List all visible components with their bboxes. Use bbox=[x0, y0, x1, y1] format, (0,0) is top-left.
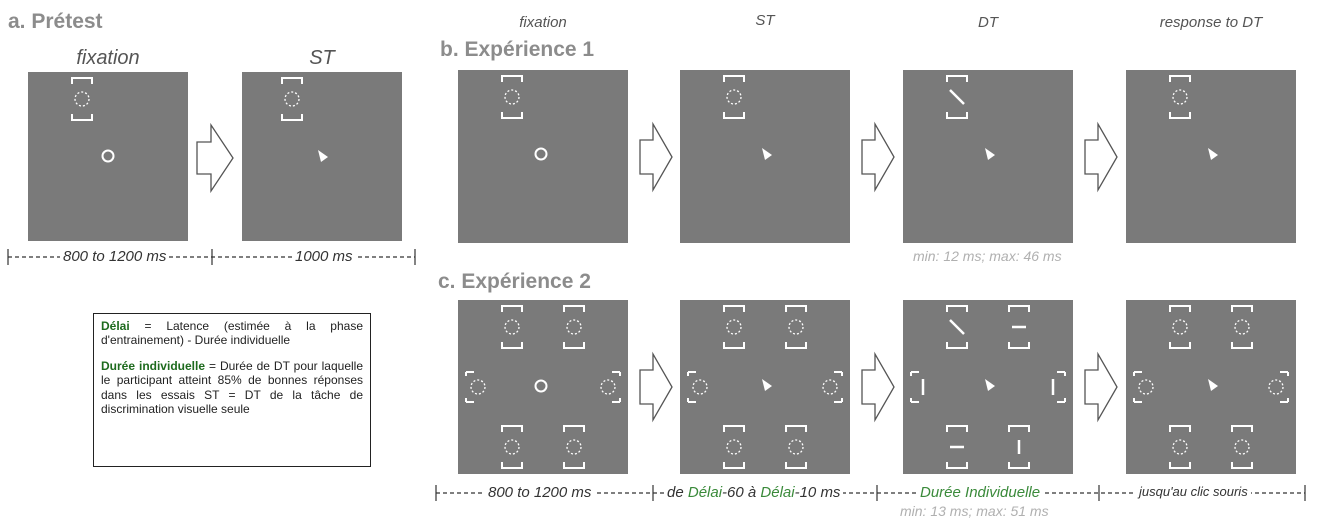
c-duration-fixation: 800 to 1200 ms bbox=[485, 484, 595, 501]
c-duration-st-pre: de bbox=[667, 484, 688, 501]
arrow-icon bbox=[861, 121, 895, 193]
arrow-icon bbox=[196, 122, 234, 194]
c-duration-st-post: -10 ms bbox=[794, 484, 841, 501]
legend-delai: Délai = Latence (estimée à la phase d'en… bbox=[101, 319, 363, 347]
col-fixation-label: fixation bbox=[519, 14, 567, 31]
c-duration-st: de Délai-60 à Délai-10 ms bbox=[664, 484, 844, 501]
section-a-title: a. Prétest bbox=[8, 10, 103, 33]
a-duration-st: 1000 ms bbox=[292, 248, 356, 265]
c-duration-response: jusqu'au clic souris bbox=[1136, 484, 1251, 499]
b-dt-minmax: min: 12 ms; max: 46 ms bbox=[913, 248, 1062, 264]
c-st-panel bbox=[680, 300, 850, 474]
c-duration-st-term2: Délai bbox=[760, 484, 795, 501]
a-fixation-panel bbox=[28, 72, 188, 241]
b-st-panel bbox=[680, 70, 850, 243]
b-response-panel bbox=[1126, 70, 1296, 243]
b-fixation-panel bbox=[458, 70, 628, 243]
b-dt-panel bbox=[903, 70, 1073, 243]
legend-def-duree: = Durée de DT pour laquelle le participa… bbox=[101, 359, 363, 416]
a-st-panel bbox=[242, 72, 402, 241]
c-dt-panel bbox=[903, 300, 1073, 474]
legend-duree: Durée individuelle = Durée de DT pour la… bbox=[101, 359, 363, 416]
c-response-panel bbox=[1126, 300, 1296, 474]
legend-term-delai: Délai bbox=[101, 319, 130, 333]
section-b-title: b. Expérience 1 bbox=[440, 38, 595, 61]
section-c-title: c. Expérience 2 bbox=[438, 270, 591, 293]
a-fixation-label: fixation bbox=[76, 47, 140, 69]
c-duration-dt: Durée Individuelle bbox=[917, 484, 1044, 501]
col-dt-label: DT bbox=[978, 14, 998, 31]
arrow-icon bbox=[1084, 351, 1118, 423]
c-duration-st-mid: -60 à bbox=[722, 484, 761, 501]
col-response-label: response to DT bbox=[1159, 14, 1263, 31]
c-duration-st-term1: Délai bbox=[687, 484, 723, 501]
c-dt-minmax: min: 13 ms; max: 51 ms bbox=[900, 503, 1049, 519]
c-fixation-panel bbox=[458, 300, 628, 474]
definition-legend: Délai = Latence (estimée à la phase d'en… bbox=[93, 313, 371, 467]
arrow-icon bbox=[639, 351, 673, 423]
legend-def-delai: = Latence (estimée à la phase d'entraine… bbox=[101, 319, 363, 348]
arrow-icon bbox=[639, 121, 673, 193]
arrow-icon bbox=[1084, 121, 1118, 193]
a-st-label: ST bbox=[309, 47, 335, 69]
col-st-label: ST bbox=[755, 12, 775, 29]
legend-term-duree: Durée individuelle bbox=[101, 359, 205, 374]
arrow-icon bbox=[861, 351, 895, 423]
a-duration-fixation: 800 to 1200 ms bbox=[60, 248, 170, 265]
